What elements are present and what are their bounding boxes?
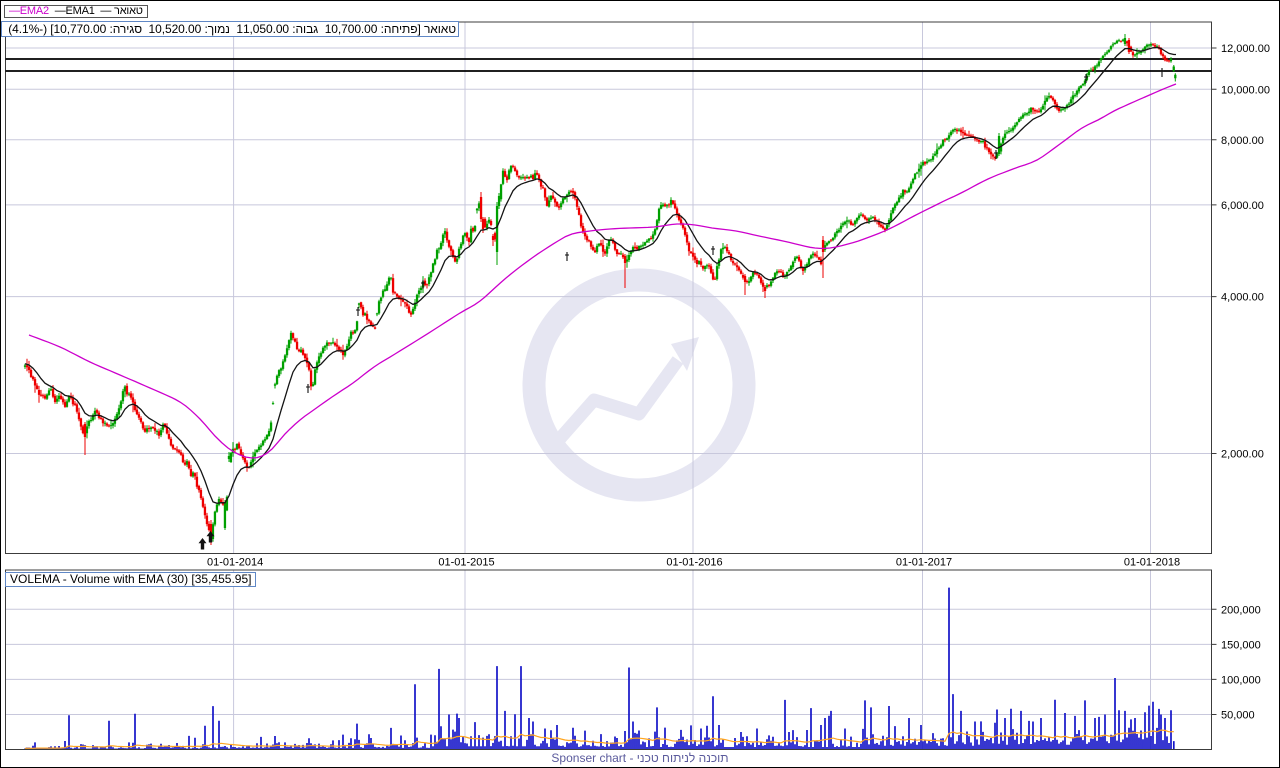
svg-text:50,000: 50,000 <box>1221 710 1255 722</box>
svg-text:100,000: 100,000 <box>1221 674 1261 686</box>
svg-text:200,000: 200,000 <box>1221 604 1261 616</box>
svg-text:01-01-2014: 01-01-2014 <box>207 557 263 569</box>
svg-text:01-01-2015: 01-01-2015 <box>438 557 494 569</box>
svg-text:150,000: 150,000 <box>1221 639 1261 651</box>
svg-text:01-01-2017: 01-01-2017 <box>896 557 952 569</box>
svg-text:6,000.00: 6,000.00 <box>1221 200 1264 212</box>
svg-text:2,000.00: 2,000.00 <box>1221 449 1264 461</box>
svg-text:01-01-2016: 01-01-2016 <box>666 557 722 569</box>
svg-text:8,000.00: 8,000.00 <box>1221 135 1264 147</box>
svg-text:12,000.00: 12,000.00 <box>1221 43 1270 55</box>
svg-text:10,000.00: 10,000.00 <box>1221 84 1270 96</box>
svg-text:01-01-2018: 01-01-2018 <box>1124 557 1180 569</box>
svg-text:4,000.00: 4,000.00 <box>1221 292 1264 304</box>
